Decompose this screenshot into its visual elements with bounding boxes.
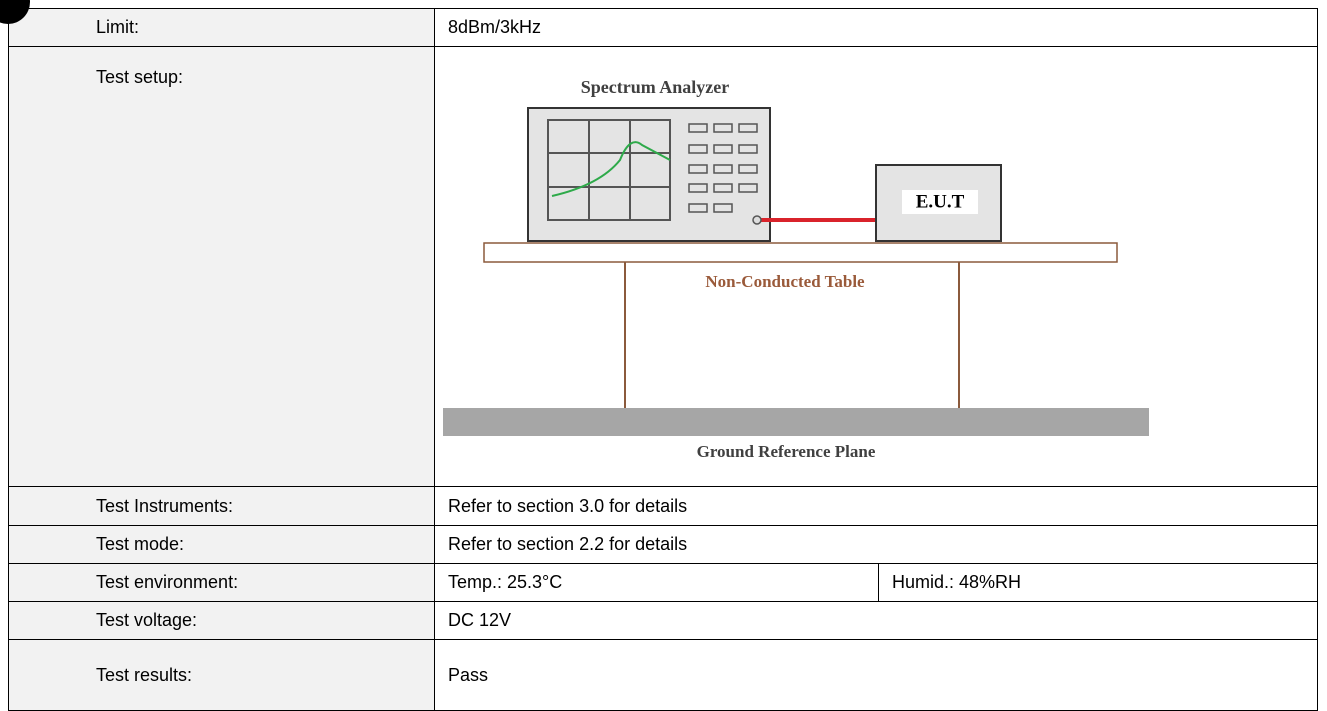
eut-label: E.U.T [916, 191, 965, 212]
port [752, 215, 762, 225]
row-label: Test mode: [8, 525, 435, 564]
ground-label: Ground Reference Plane [697, 442, 876, 461]
screen-grid [548, 120, 670, 220]
row-label: Limit: [8, 8, 435, 47]
table-label: Non-Conducted Table [705, 272, 865, 291]
row-label: Test voltage: [8, 601, 435, 640]
buttons [688, 123, 758, 213]
corner-mark [0, 0, 30, 24]
table-legs [624, 262, 960, 408]
trace [551, 141, 671, 197]
eut-label-bg [902, 190, 978, 214]
ground-plane [443, 408, 1149, 436]
table-top [483, 242, 1118, 263]
analyzer-label: Spectrum Analyzer [581, 77, 729, 97]
row-label: Test results: [8, 639, 435, 711]
